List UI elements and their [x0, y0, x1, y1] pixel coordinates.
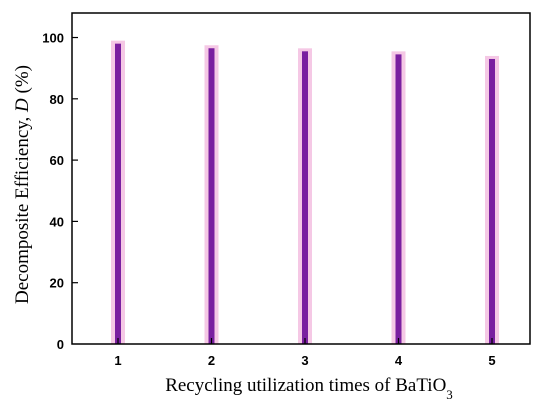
y-tick-label: 20	[50, 276, 64, 291]
bar-3	[298, 48, 312, 345]
y-axis-title-unit: (%)	[12, 65, 33, 98]
x-axis-title-main: Recycling utilization times of BaTiO	[165, 375, 446, 396]
y-tick-label: 100	[42, 31, 64, 46]
x-axis-title: Recycling utilization times of BaTiO3	[165, 375, 453, 402]
y-axis-title: Decomposite Efficiency, D (%)	[12, 65, 33, 304]
bar-2	[204, 45, 219, 345]
x-tick-label: 4	[395, 353, 403, 368]
bar-body	[395, 54, 402, 344]
bar-body	[302, 51, 308, 345]
x-axis: 1 2 3 4 5	[114, 338, 496, 368]
bar-body	[489, 58, 495, 344]
x-tick-label: 2	[208, 353, 215, 368]
x-tick-label: 5	[488, 353, 495, 368]
bar-5	[485, 55, 499, 344]
y-tick-label: 40	[50, 214, 64, 229]
y-axis: 0 20 40 60 80 100	[42, 31, 78, 352]
bars-layer	[111, 40, 499, 345]
bar-body	[115, 43, 121, 345]
y-axis-title-main: Decomposite Efficiency,	[12, 112, 33, 304]
y-tick-label: 80	[50, 92, 64, 107]
plot-frame	[71, 12, 531, 345]
x-tick-label: 1	[114, 353, 121, 368]
y-tick-label: 0	[57, 337, 64, 352]
bar-4	[391, 51, 406, 344]
bar-body	[208, 48, 215, 345]
y-axis-title-italic: D	[12, 98, 33, 113]
x-axis-title-subscript: 3	[446, 387, 453, 402]
x-tick-label: 3	[301, 353, 308, 368]
bar-1	[111, 40, 125, 345]
y-tick-label: 60	[50, 153, 64, 168]
